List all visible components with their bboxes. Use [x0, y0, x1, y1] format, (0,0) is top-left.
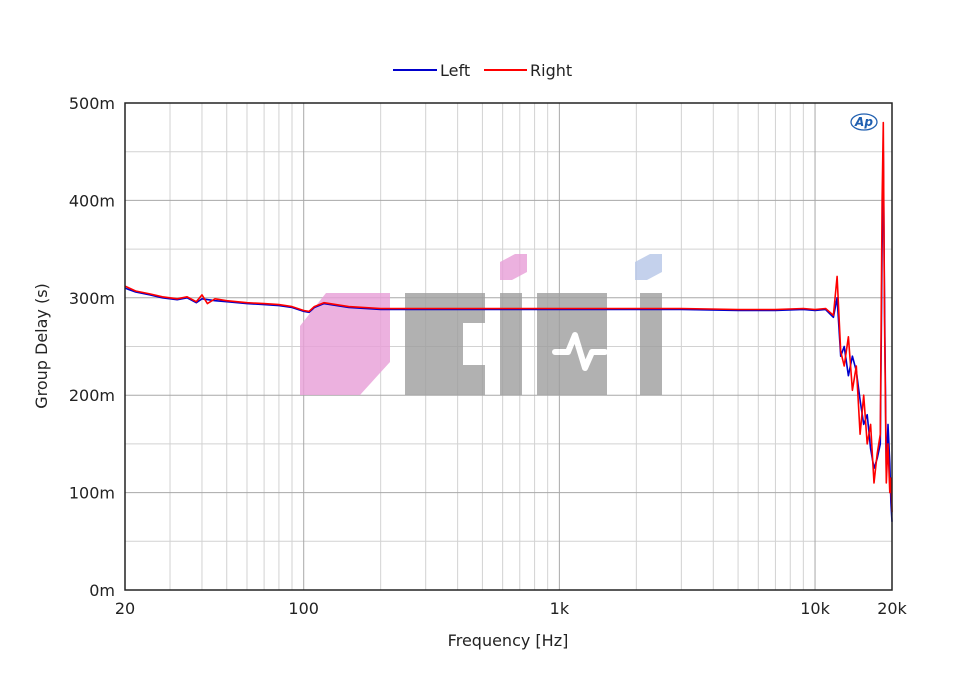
plot-frame	[124, 102, 893, 591]
watermark-hexagon	[300, 293, 390, 395]
y-tick-labels: 0m 100m 200m 300m 400m 500m	[69, 94, 115, 600]
watermark-letter-i	[500, 293, 522, 395]
watermark-letter-i2	[640, 293, 662, 395]
legend-label-right: Right	[530, 61, 572, 80]
y-tick-label: 0m	[89, 581, 115, 600]
ap-logo-text: Ap	[854, 115, 873, 129]
watermark-letter-c-bottom	[463, 365, 485, 395]
legend: Left Right	[393, 61, 572, 80]
x-axis-title: Frequency [Hz]	[448, 631, 569, 650]
x-tick-label: 100	[288, 599, 319, 618]
y-tick-label: 400m	[69, 191, 115, 210]
x-tick-label: 20k	[877, 599, 907, 618]
x-tick-label: 1k	[550, 599, 570, 618]
series-layer	[124, 121, 893, 522]
watermark-dot-right	[635, 254, 662, 280]
y-tick-label: 500m	[69, 94, 115, 113]
y-tick-label: 300m	[69, 289, 115, 308]
watermark-logo	[300, 254, 662, 395]
y-axis-title: Group Delay (s)	[32, 283, 51, 409]
y-tick-label: 200m	[69, 386, 115, 405]
x-tick-labels: 20 100 1k 10k 20k	[115, 599, 908, 618]
legend-label-left: Left	[440, 61, 470, 80]
series-line-left	[124, 150, 893, 522]
watermark-dot-left	[500, 254, 527, 280]
x-tick-label: 10k	[800, 599, 830, 618]
x-tick-label: 20	[115, 599, 135, 618]
watermark-pulse-icon	[552, 332, 608, 371]
y-tick-label: 100m	[69, 484, 115, 503]
series-line-right	[124, 121, 893, 513]
ap-logo-icon: Ap	[850, 113, 878, 131]
